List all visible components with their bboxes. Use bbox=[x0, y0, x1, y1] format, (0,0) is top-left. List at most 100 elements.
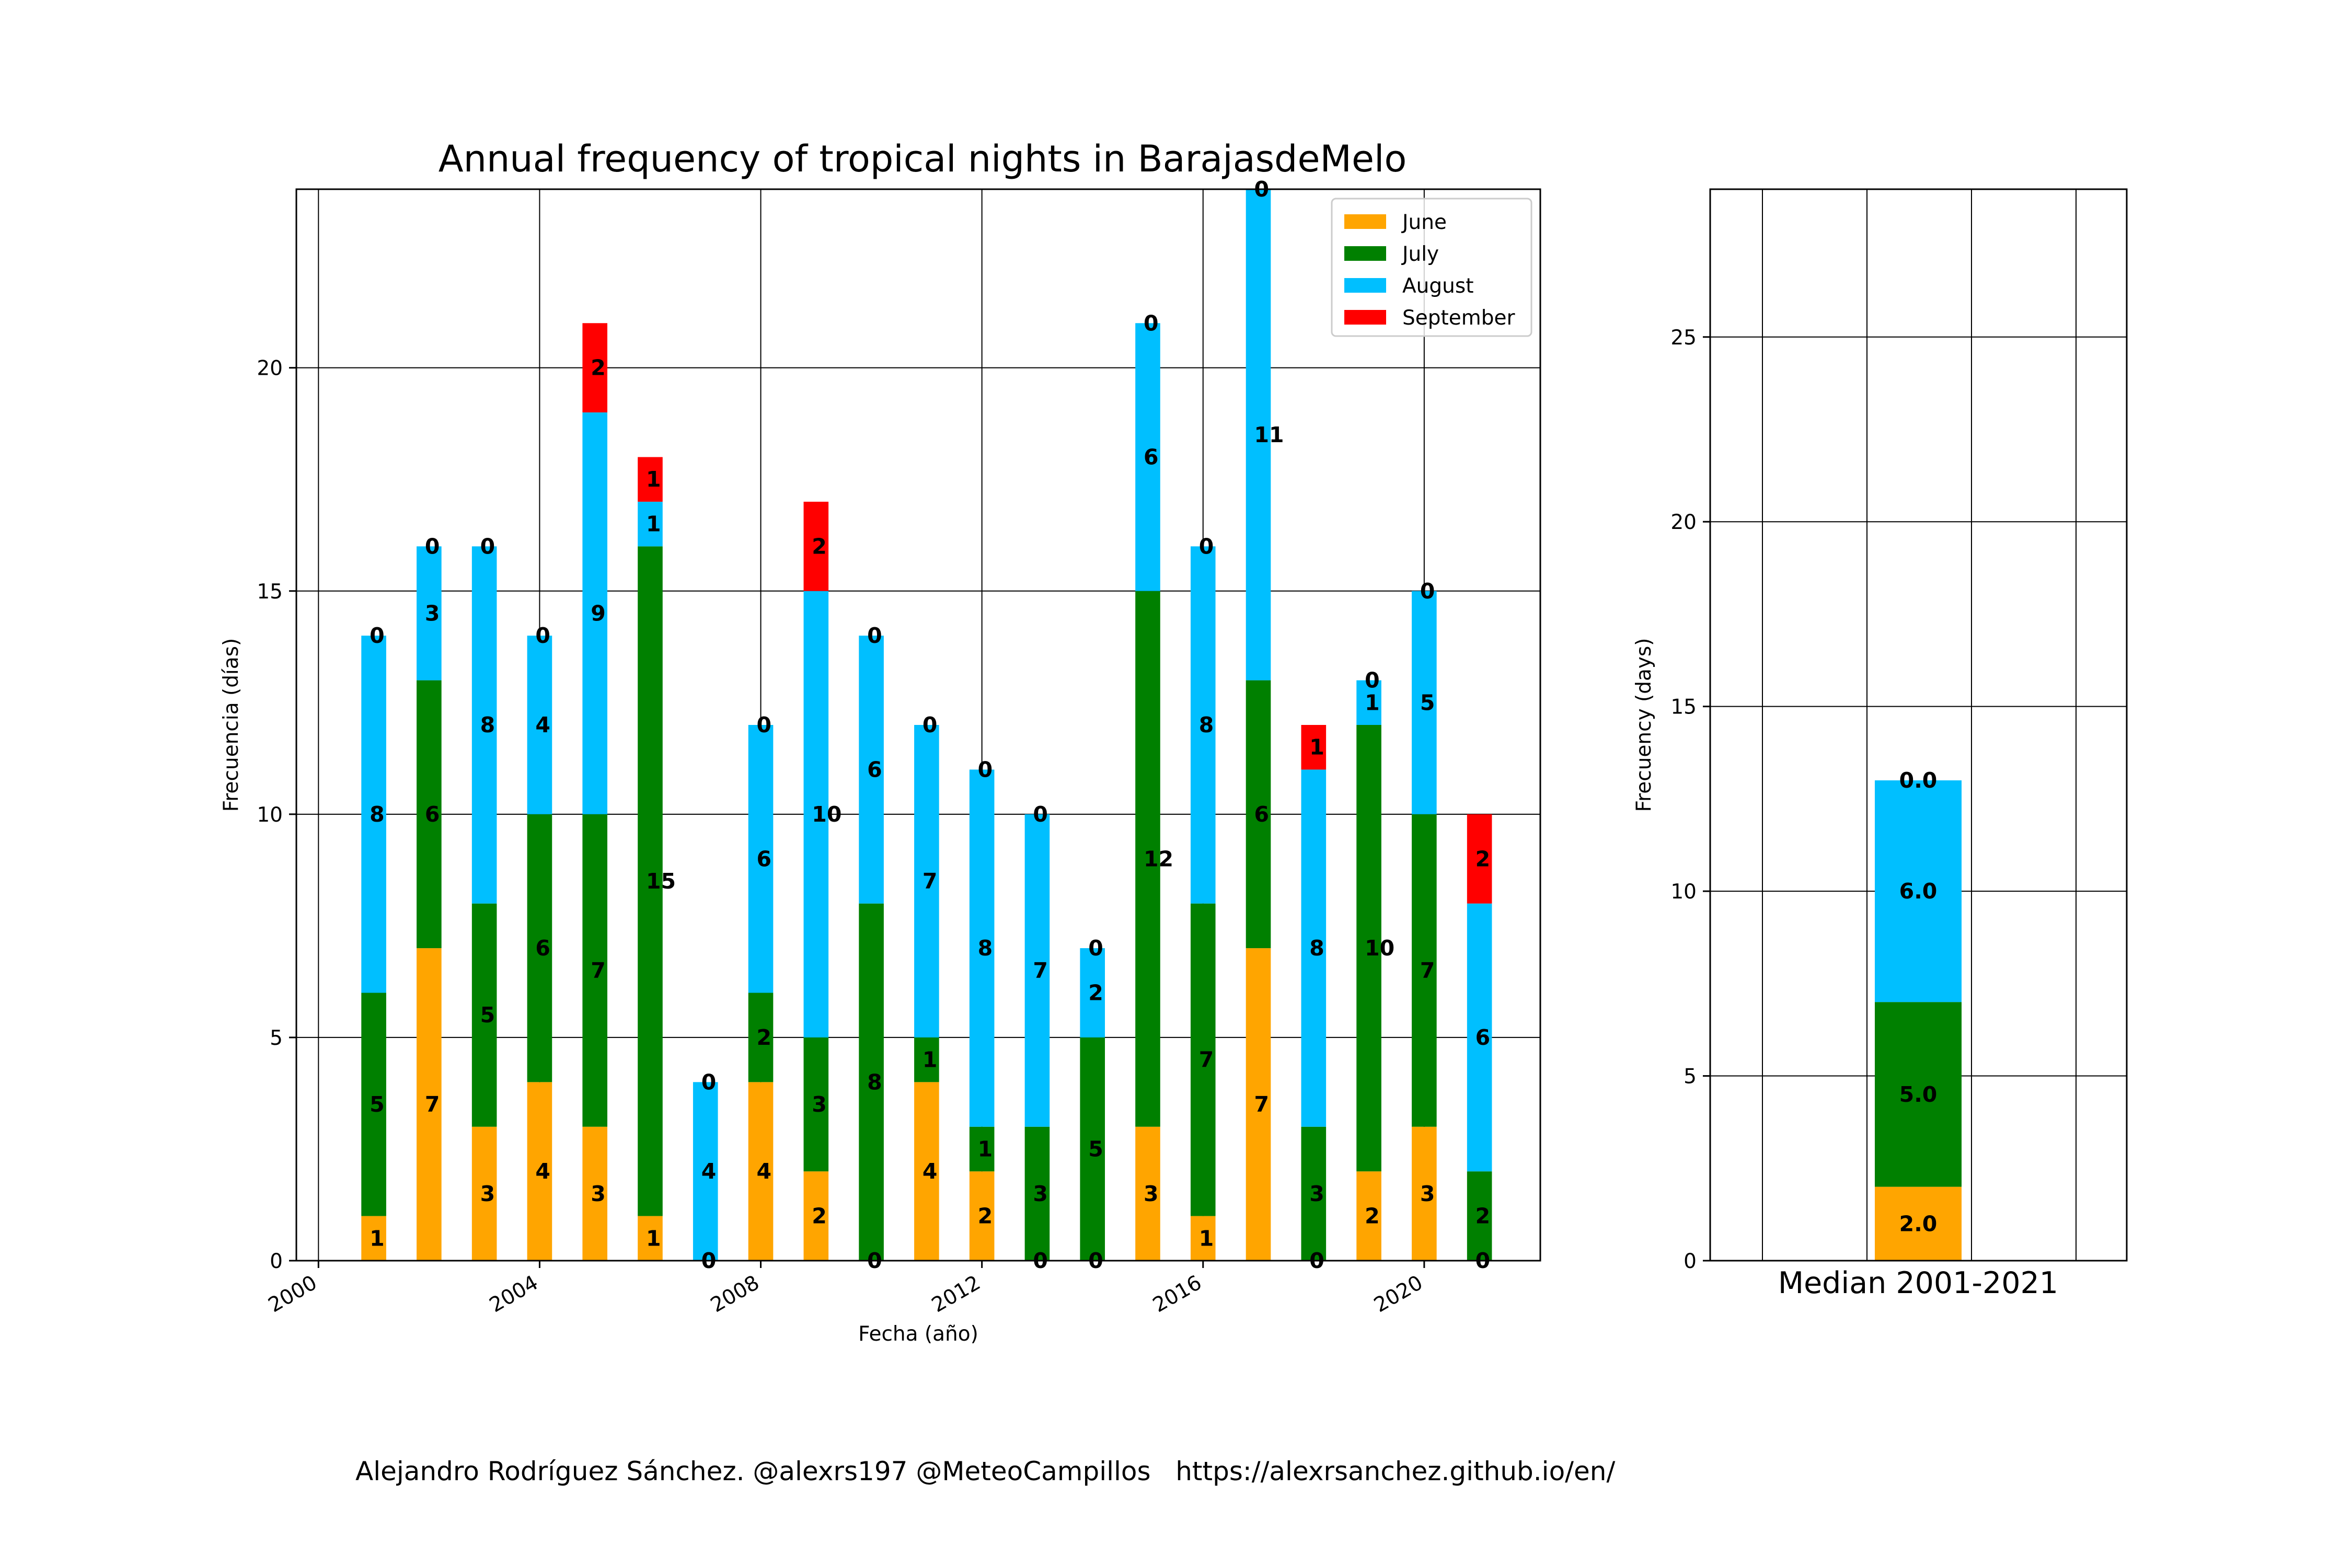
bar-segment-september-2006 bbox=[638, 457, 663, 502]
legend-swatch-june bbox=[1344, 214, 1386, 229]
bar-value-label-july-2017: 6 bbox=[1254, 802, 1270, 827]
bar-value-label-august-2021: 6 bbox=[1475, 1025, 1491, 1050]
bar-value-label-september-2013: 0 bbox=[1033, 802, 1048, 827]
main-chart-y-ticks: 0 5 10 15 20 bbox=[257, 357, 296, 1273]
bar-segment-august-2017 bbox=[1246, 189, 1271, 681]
bar-value-label-june-2009: 2 bbox=[812, 1204, 827, 1229]
median-chart-frame bbox=[1709, 188, 2128, 1262]
bar-value-label-august-2002: 3 bbox=[425, 601, 440, 626]
bar-segment-july-2012 bbox=[969, 1126, 995, 1172]
bar-value-label-september-2008: 0 bbox=[757, 712, 772, 737]
bar-segment-july-2004 bbox=[527, 814, 552, 1082]
main-chart-bars bbox=[361, 189, 1492, 1261]
bar-value-label-july-2009: 3 bbox=[812, 1092, 827, 1117]
main-chart-y-tick-label: 0 bbox=[270, 1250, 283, 1273]
bar-value-label-september-2009: 2 bbox=[812, 534, 827, 559]
bar-value-label-august-2016: 8 bbox=[1199, 712, 1214, 737]
bar-segment-august-2007 bbox=[693, 1082, 718, 1261]
bar-segment-august-2013 bbox=[1024, 814, 1050, 1127]
bar-segment-august-2012 bbox=[969, 769, 995, 1127]
bar-segment-july-2020 bbox=[1412, 814, 1437, 1127]
bar-value-label-september-2005: 2 bbox=[591, 355, 606, 381]
bar-segment-june-2002 bbox=[417, 948, 442, 1261]
bar-value-label-september-2012: 0 bbox=[978, 757, 993, 782]
bar-segment-june-2017 bbox=[1246, 948, 1271, 1261]
bar-value-label-august-2010: 6 bbox=[867, 757, 882, 782]
bar-value-label-august-2014: 2 bbox=[1088, 981, 1103, 1006]
bar-value-label-august-2006: 1 bbox=[646, 512, 661, 537]
legend-label-august: August bbox=[1402, 274, 1473, 298]
median-bar-segment-august bbox=[1875, 780, 1962, 1002]
bar-value-label-july-2016: 7 bbox=[1199, 1047, 1214, 1073]
bar-value-label-june-2020: 3 bbox=[1420, 1181, 1435, 1206]
bar-value-label-july-2008: 2 bbox=[757, 1025, 772, 1050]
bar-value-label-july-2011: 1 bbox=[923, 1047, 938, 1073]
median-chart-y-tick-label: 20 bbox=[1670, 511, 1697, 534]
main-chart-bar-labels: 1580763035804640379211511004042602310208… bbox=[370, 177, 1490, 1273]
bar-value-label-september-2020: 0 bbox=[1420, 579, 1435, 604]
bar-segment-august-2002 bbox=[417, 546, 442, 681]
bar-segment-july-2018 bbox=[1301, 1126, 1327, 1261]
bar-value-label-july-2010: 8 bbox=[867, 1069, 882, 1094]
bar-value-label-july-2003: 5 bbox=[480, 1002, 495, 1028]
bar-segment-july-2015 bbox=[1135, 591, 1160, 1127]
bar-segment-june-2015 bbox=[1135, 1126, 1160, 1261]
bar-segment-july-2013 bbox=[1024, 1126, 1050, 1261]
bar-segment-july-2006 bbox=[638, 546, 663, 1216]
bar-value-label-september-2006: 1 bbox=[646, 467, 661, 492]
main-chart-title: Annual frequency of tropical nights in B… bbox=[439, 137, 1407, 180]
bar-value-label-june-2012: 2 bbox=[978, 1204, 993, 1229]
bar-value-label-august-2008: 6 bbox=[757, 846, 772, 871]
bar-value-label-august-2005: 9 bbox=[591, 601, 606, 626]
bar-value-label-september-2007: 0 bbox=[701, 1069, 717, 1094]
bar-value-label-june-2017: 7 bbox=[1254, 1092, 1270, 1117]
bar-value-label-september-2019: 0 bbox=[1365, 668, 1380, 693]
bar-value-label-august-2017: 11 bbox=[1254, 422, 1284, 447]
median-bar-segment-june bbox=[1875, 1186, 1962, 1261]
bar-value-label-july-2013: 3 bbox=[1033, 1181, 1048, 1206]
bar-segment-july-2002 bbox=[417, 680, 442, 949]
median-chart-y-tick-label: 10 bbox=[1670, 880, 1697, 904]
median-chart-y-tick-label: 5 bbox=[1684, 1065, 1697, 1089]
bar-segment-june-2009 bbox=[803, 1171, 829, 1261]
median-chart-bar-labels: 2.0 5.0 6.0 0.0 bbox=[1899, 768, 1938, 1236]
bar-segment-july-2014 bbox=[1080, 1037, 1105, 1261]
bar-segment-september-2021 bbox=[1467, 814, 1492, 904]
bar-value-label-june-2019: 2 bbox=[1365, 1204, 1380, 1229]
median-chart: 2.0 5.0 6.0 0.0 0 5 10 15 20 25 Median 2001-2021… bbox=[1632, 188, 2128, 1300]
bar-segment-july-2001 bbox=[361, 993, 386, 1216]
bar-value-label-june-2001: 1 bbox=[370, 1226, 385, 1251]
legend: June July August September bbox=[1331, 198, 1532, 337]
bar-value-label-august-2019: 1 bbox=[1365, 690, 1380, 715]
bar-value-label-july-2018: 3 bbox=[1309, 1181, 1324, 1206]
bar-value-label-september-2003: 0 bbox=[480, 534, 495, 559]
legend-swatch-august bbox=[1344, 278, 1386, 293]
main-chart-x-axis-label: Fecha (año) bbox=[858, 1322, 978, 1346]
bar-segment-july-2017 bbox=[1246, 680, 1271, 949]
bar-segment-june-2003 bbox=[471, 1126, 497, 1261]
bar-segment-july-2005 bbox=[582, 814, 607, 1127]
bar-segment-july-2008 bbox=[748, 993, 774, 1082]
bar-value-label-july-2021: 2 bbox=[1475, 1204, 1491, 1229]
bar-segment-june-2020 bbox=[1412, 1126, 1437, 1261]
bar-value-label-june-2003: 3 bbox=[480, 1181, 495, 1206]
median-bar-segment-july bbox=[1875, 1002, 1962, 1187]
bar-segment-july-2011 bbox=[914, 1037, 939, 1082]
bar-value-label-july-2004: 6 bbox=[535, 936, 550, 961]
median-chart-y-tick-label: 25 bbox=[1670, 326, 1697, 350]
bar-segment-june-2006 bbox=[638, 1216, 663, 1261]
bar-segment-june-2012 bbox=[969, 1171, 995, 1261]
bar-segment-june-2004 bbox=[527, 1082, 552, 1261]
legend-label-july: July bbox=[1401, 243, 1439, 266]
median-chart-bars bbox=[1875, 780, 1962, 1261]
bar-value-label-july-2014: 5 bbox=[1088, 1136, 1103, 1161]
bar-segment-august-2008 bbox=[748, 725, 774, 993]
median-chart-category-label: Median 2001-2021 bbox=[1778, 1266, 2058, 1300]
footer-credit: Alejandro Rodríguez Sánchez. @alexrs197 … bbox=[355, 1456, 1615, 1486]
bar-value-label-july-2015: 12 bbox=[1144, 846, 1173, 871]
bar-value-label-june-2015: 3 bbox=[1144, 1181, 1159, 1206]
legend-label-september: September bbox=[1402, 306, 1516, 330]
bar-segment-august-2004 bbox=[527, 636, 552, 814]
bar-value-label-august-2003: 8 bbox=[480, 712, 495, 737]
